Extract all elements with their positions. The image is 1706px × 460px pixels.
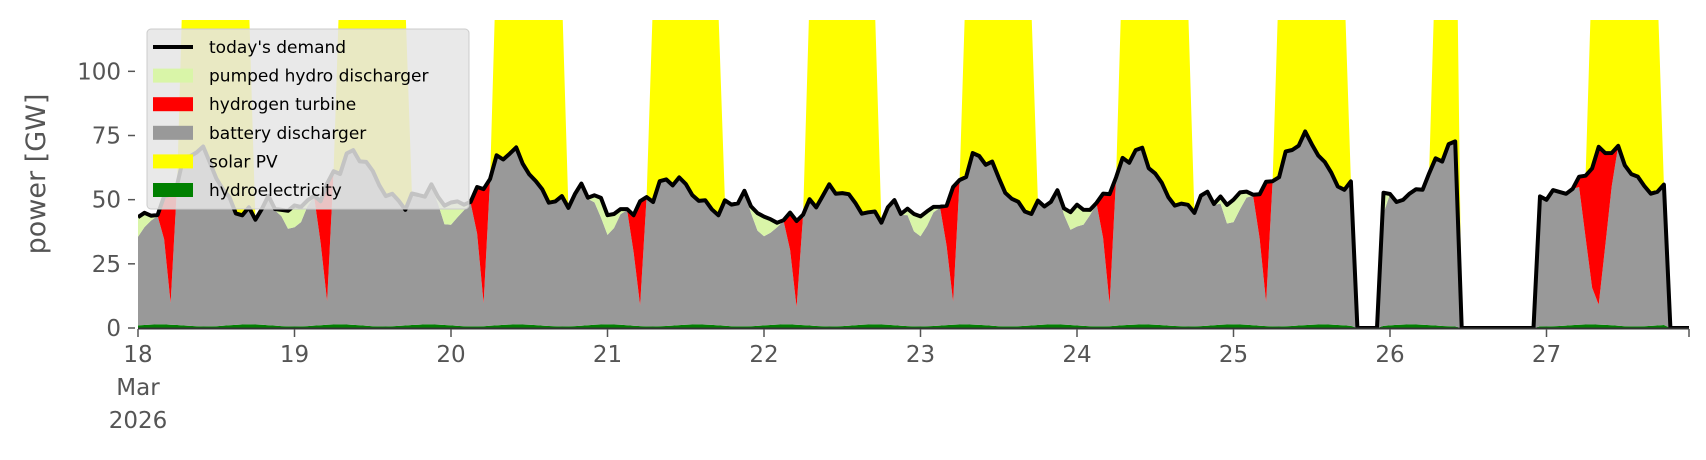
pumped-hydro-discharger-area xyxy=(138,131,1689,328)
x-tick-label: 19 xyxy=(280,342,309,368)
legend-label: hydroelectricity xyxy=(209,181,342,201)
legend-label: battery discharger xyxy=(209,124,366,144)
x-tick-sublabel: 2026 xyxy=(109,408,168,434)
x-tick-label: 23 xyxy=(906,342,935,368)
legend-patch-swatch xyxy=(153,154,193,169)
legend-label: pumped hydro discharger xyxy=(209,67,428,87)
y-tick-label: 25 xyxy=(92,252,121,278)
battery-discharger-area xyxy=(138,131,1689,328)
x-tick-label: 25 xyxy=(1219,342,1248,368)
legend-label: today's demand xyxy=(209,38,346,58)
legend: today's demand pumped hydro discharger hyd… xyxy=(146,28,470,210)
legend-patch-swatch xyxy=(153,125,193,140)
legend-label: solar PV xyxy=(209,152,278,172)
x-tick-label: 22 xyxy=(749,342,778,368)
legend-patch-swatch xyxy=(153,183,193,197)
axes: 0 25 50 75 100 18 Mar 2026 19 20 21 22 23 24 25 26 27 xyxy=(77,59,1690,434)
y-tick-label: 75 xyxy=(92,124,121,150)
x-tick-label: 21 xyxy=(593,342,622,368)
legend-box xyxy=(146,28,470,210)
legend-patch-swatch xyxy=(153,97,193,112)
x-tick-label: 24 xyxy=(1062,342,1091,368)
x-tick-sublabel: Mar xyxy=(116,375,160,401)
solar-pv-area xyxy=(138,20,1689,328)
y-tick-label: 50 xyxy=(92,188,121,214)
legend-label: hydrogen turbine xyxy=(209,95,356,115)
x-tick-label: 20 xyxy=(436,342,465,368)
legend-patch-swatch xyxy=(153,68,193,83)
x-tick-label: 26 xyxy=(1375,342,1404,368)
x-tick-label: 18 xyxy=(123,342,152,368)
y-axis-label: power [GW] xyxy=(21,94,52,255)
x-tick-label: 27 xyxy=(1532,342,1561,368)
y-tick-label: 0 xyxy=(106,316,121,342)
y-tick-label: 100 xyxy=(77,59,121,85)
hydroelectricity-area xyxy=(138,324,1689,328)
